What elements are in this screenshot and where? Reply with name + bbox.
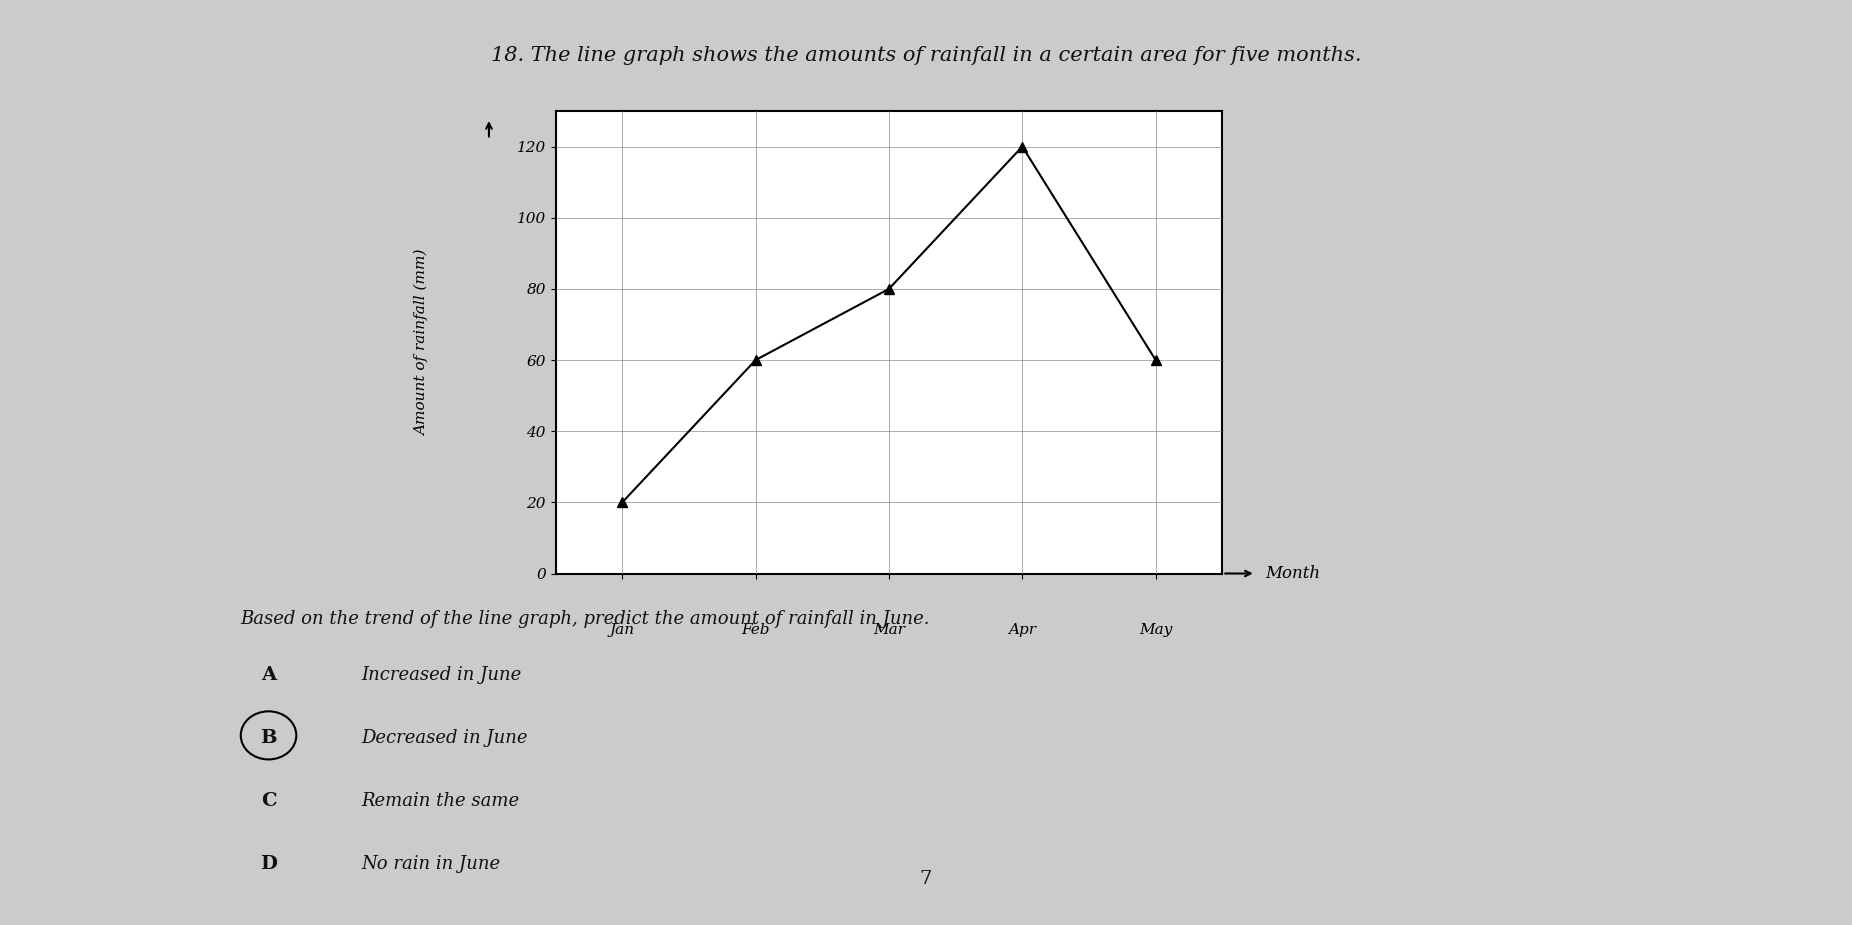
Text: Apr: Apr: [1007, 623, 1037, 637]
Text: Amount of rainfall (mm): Amount of rainfall (mm): [415, 249, 430, 436]
Text: 18. The line graph shows the amounts of rainfall in a certain area for five mont: 18. The line graph shows the amounts of …: [491, 46, 1361, 66]
Text: B: B: [261, 729, 276, 747]
Text: Based on the trend of the line graph, predict the amount of rainfall in June.: Based on the trend of the line graph, pr…: [241, 610, 930, 628]
Text: Jan: Jan: [609, 623, 635, 637]
Text: Increased in June: Increased in June: [361, 666, 522, 684]
Text: No rain in June: No rain in June: [361, 855, 500, 873]
Text: May: May: [1139, 623, 1172, 637]
Text: Mar: Mar: [872, 623, 906, 637]
Text: Feb: Feb: [741, 623, 770, 637]
Text: Decreased in June: Decreased in June: [361, 729, 528, 747]
Text: 7: 7: [920, 870, 932, 888]
Text: Remain the same: Remain the same: [361, 792, 519, 810]
Text: Month: Month: [1265, 565, 1320, 582]
Text: D: D: [259, 855, 278, 873]
Text: C: C: [261, 792, 276, 810]
Text: A: A: [261, 666, 276, 684]
